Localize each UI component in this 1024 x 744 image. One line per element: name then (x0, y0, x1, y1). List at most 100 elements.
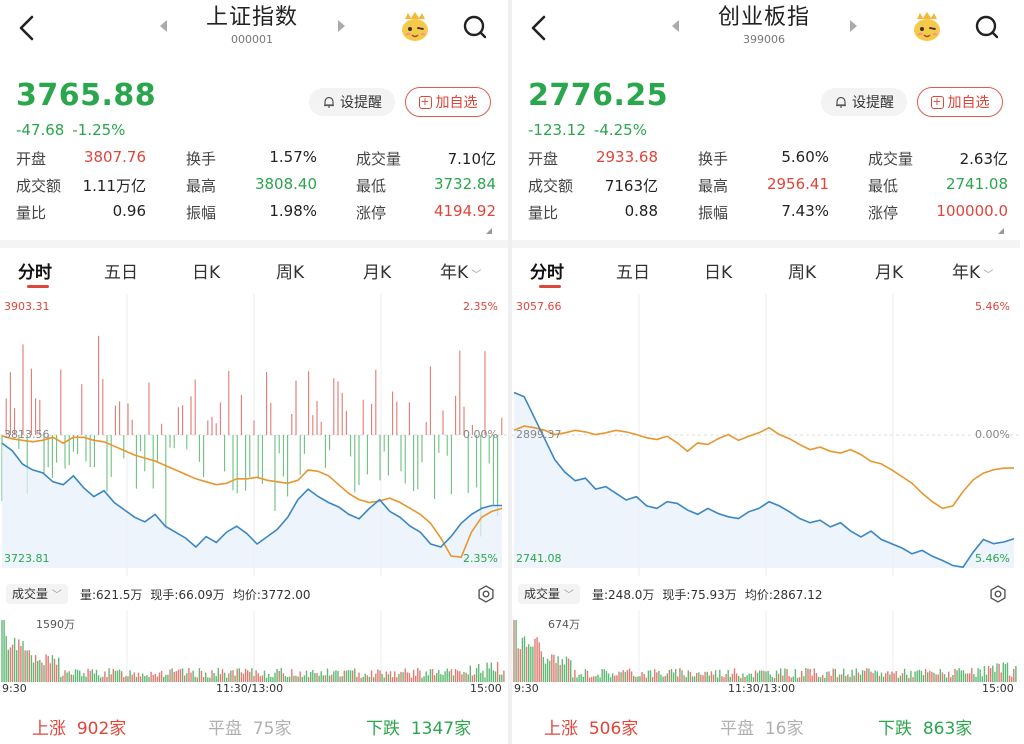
decliners-label: 下跌 (878, 719, 912, 739)
title-block: 创业板指 399006 (688, 4, 840, 48)
axis-label-bottom-price: 3723.81 (4, 552, 50, 565)
axis-label-top-pct: 5.46% (975, 300, 1010, 313)
add-watchlist-button[interactable]: + 加自选 (917, 87, 1003, 117)
mascot-icon[interactable] (910, 10, 944, 44)
tab-label: 年K (440, 263, 469, 283)
tab-2[interactable]: 日K (704, 258, 732, 283)
unchanged: 平盘 75家 (208, 714, 291, 739)
price-change: -123.12 -4.25% (528, 121, 655, 139)
chevron-left-icon[interactable] (14, 12, 40, 44)
stat-label: 成交量 (356, 150, 402, 168)
search-icon[interactable] (460, 12, 490, 42)
plus-square-icon: + (418, 94, 432, 109)
set-alert-button[interactable]: 设提醒 (821, 88, 907, 116)
stat-label: 开盘 (16, 150, 47, 168)
intraday-chart[interactable]: 3057.66 5.46% 2899.37 0.00% 2741.08 5.46% (512, 294, 1020, 576)
change-percent: -4.25% (593, 121, 647, 139)
current-hand: 现手:66.09万 (150, 588, 225, 602)
chart-tabs: 分时 五日 日K 周K 月K 年K ﹀ (512, 250, 1020, 292)
tab-label: 月K (875, 263, 904, 283)
market-breadth: 上涨 902家 平盘 75家 下跌 1347家 (0, 710, 508, 742)
stat-value: 1.98% (269, 202, 317, 220)
tab-0[interactable]: 分时 (18, 258, 52, 283)
stat-label: 振幅 (698, 204, 729, 222)
stat-value: 0.96 (112, 202, 146, 220)
stat-label: 成交额 (16, 177, 62, 195)
decliners: 下跌 1347家 (366, 714, 471, 739)
stat-label: 涨停 (356, 204, 387, 222)
stats-row: 成交额 7163亿 最高 2956.41 最低 2741.08 (528, 175, 1008, 202)
volume-chart[interactable]: 674万 (512, 610, 1020, 682)
search-icon[interactable] (972, 12, 1002, 42)
tab-5[interactable]: 年K ﹀ (952, 258, 993, 283)
change-amount: -47.68 (16, 121, 65, 139)
axis-label-mid-pct: 0.00% (975, 428, 1010, 441)
tab-1[interactable]: 五日 (104, 258, 138, 283)
tab-0[interactable]: 分时 (530, 258, 564, 283)
volume-svg (1, 610, 505, 682)
tab-label: 日K (192, 263, 221, 283)
plus-square-icon: + (930, 94, 944, 109)
unchanged-count: 16家 (764, 719, 804, 739)
decliners: 下跌 863家 (878, 714, 972, 739)
index-code: 000001 (231, 33, 273, 46)
tab-label: 年K (952, 263, 981, 283)
volume-chart[interactable]: 1590万 (0, 610, 508, 682)
time-open-label: 9:30 (514, 682, 539, 695)
index-code: 399006 (743, 33, 785, 46)
gear-icon[interactable] (476, 584, 496, 604)
stat-value: 3732.84 (433, 175, 496, 193)
mascot-icon[interactable] (398, 10, 432, 44)
axis-label-top-price: 3903.31 (4, 300, 50, 313)
caret-left-icon[interactable] (670, 18, 682, 32)
stats-grid: 开盘 2933.68 换手 5.60% 成交量 2.63亿 成交额 7163亿 最高 2956.4… (528, 148, 1008, 229)
active-tab-underline (539, 285, 561, 288)
stat-value: 4194.92 (433, 202, 496, 220)
volume-svg (513, 610, 1017, 682)
caret-left-icon[interactable] (158, 18, 170, 32)
last-price: 2776.25 (528, 78, 669, 113)
caret-right-icon[interactable] (847, 18, 859, 32)
stat-value: 2.63亿 (959, 150, 1008, 168)
axis-label-mid-pct: 0.00% (463, 428, 498, 441)
stat-value: 2741.08 (945, 175, 1008, 193)
add-watchlist-button[interactable]: + 加自选 (405, 87, 491, 117)
tab-5[interactable]: 年K ﹀ (440, 258, 481, 283)
tab-label: 周K (276, 263, 305, 283)
volume-indicator-select[interactable]: 成交量 ﹀ (6, 584, 68, 604)
tab-label: 分时 (18, 263, 52, 283)
add-watchlist-label: 加自选 (947, 95, 990, 111)
expand-corner-icon[interactable] (998, 228, 1004, 234)
tab-3[interactable]: 周K (788, 258, 816, 283)
tab-4[interactable]: 月K (875, 258, 903, 283)
caret-right-icon[interactable] (335, 18, 347, 32)
stat-value: 7163亿 (604, 177, 658, 195)
axis-label-top-pct: 2.35% (463, 300, 498, 313)
tab-4[interactable]: 月K (363, 258, 391, 283)
volume-header: 成交量 ﹀ 量:621.5万 现手:66.09万 均价:3772.00 (0, 580, 508, 608)
intraday-chart[interactable]: 3903.31 2.35% 3813.56 0.00% 3723.81 2.35% (0, 294, 508, 576)
expand-corner-icon[interactable] (486, 228, 492, 234)
axis-label-mid-price: 3813.56 (4, 428, 50, 441)
stats-row: 量比 0.96 振幅 1.98% 涨停 4194.92 (16, 202, 496, 229)
unchanged-label: 平盘 (720, 719, 754, 739)
stat-label: 涨停 (868, 204, 899, 222)
change-percent: -1.25% (72, 121, 126, 139)
tab-3[interactable]: 周K (276, 258, 304, 283)
average-price: 均价:3772.00 (232, 588, 311, 602)
add-watchlist-label: 加自选 (435, 95, 478, 111)
gear-icon[interactable] (988, 584, 1008, 604)
stat-label: 量比 (16, 204, 47, 222)
stat-label: 量比 (528, 204, 559, 222)
chevron-left-icon[interactable] (526, 12, 552, 44)
tab-1[interactable]: 五日 (616, 258, 650, 283)
price-change: -47.68 -1.25% (16, 121, 133, 139)
stats-row: 成交额 1.11万亿 最高 3808.40 最低 3732.84 (16, 175, 496, 202)
set-alert-button[interactable]: 设提醒 (309, 88, 395, 116)
unchanged-count: 75家 (252, 719, 292, 739)
volume-indicator-select[interactable]: 成交量 ﹀ (518, 584, 580, 604)
section-divider (0, 240, 508, 248)
tab-2[interactable]: 日K (192, 258, 220, 283)
chevron-down-icon: ﹀ (980, 270, 994, 281)
